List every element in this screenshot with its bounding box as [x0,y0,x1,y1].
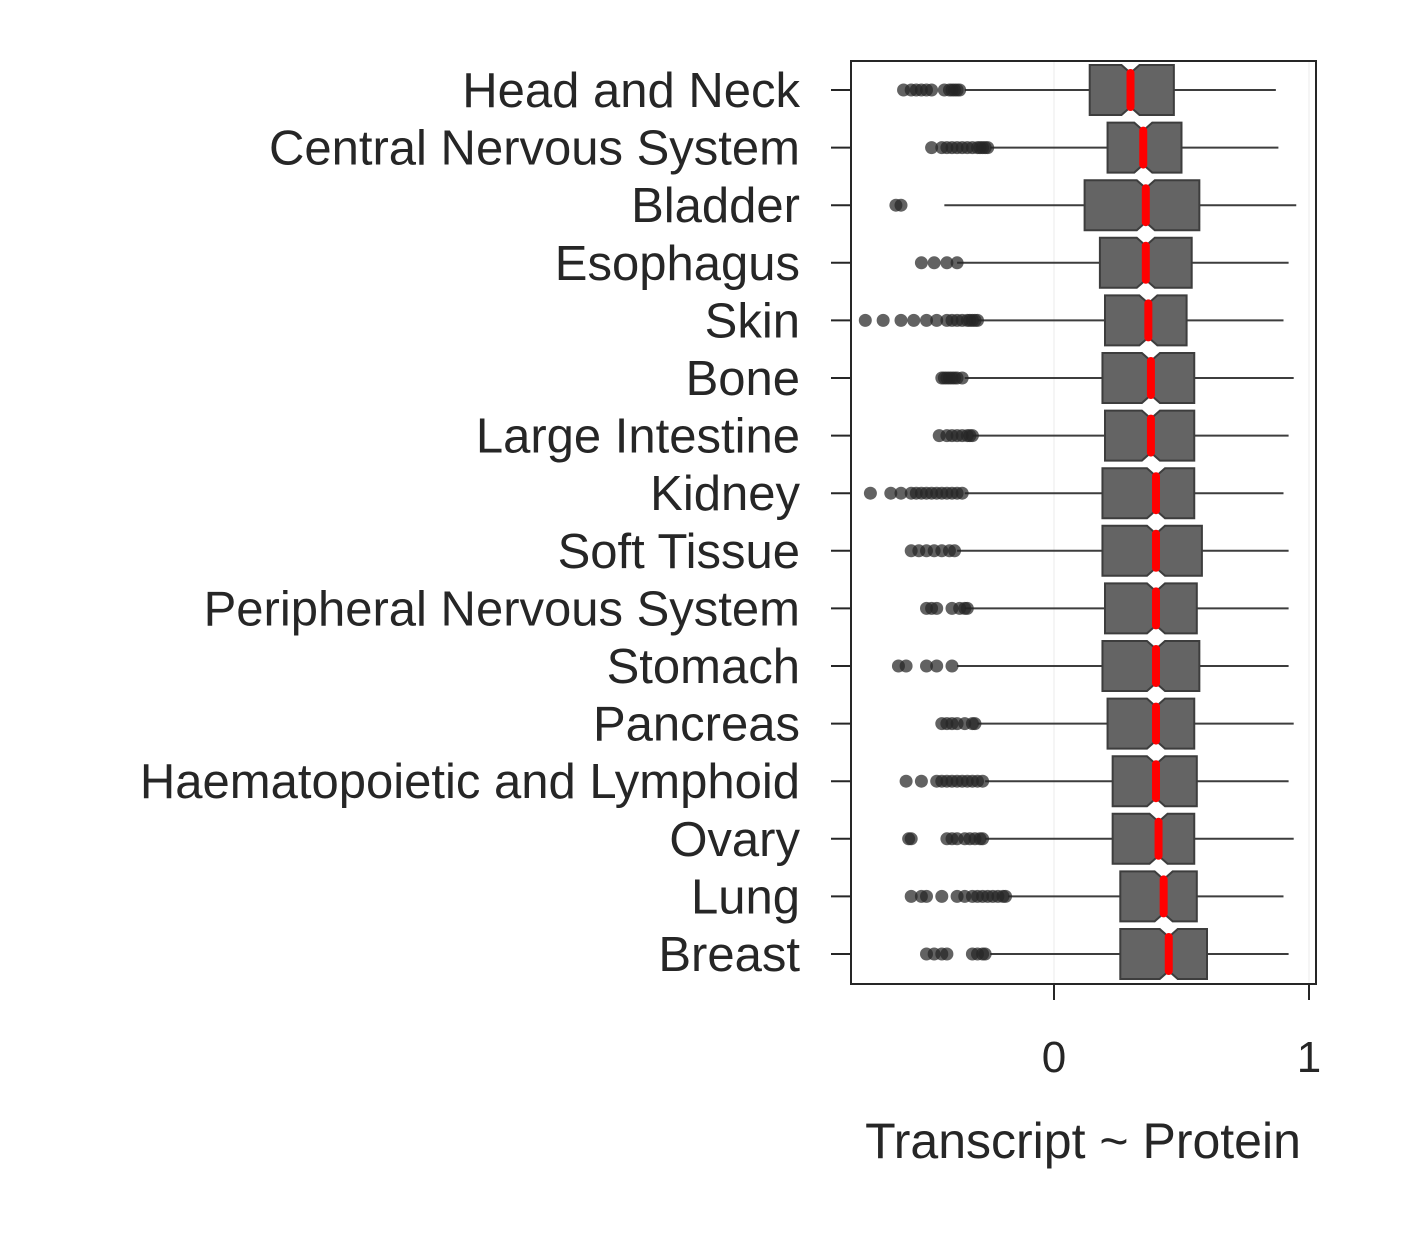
outlier-point [948,544,962,558]
box-body [1106,697,1196,750]
outlier-point [907,313,921,327]
outlier-point [976,774,990,788]
outlier-point [940,947,954,961]
box-row [935,697,1294,750]
outlier-point [930,601,944,615]
outlier-point [914,774,928,788]
y-tick-label: Haematopoietic and Lymphoid [140,755,800,809]
outlier-point [914,256,928,270]
outlier-point [904,832,918,846]
outlier-point [981,141,995,155]
box-row [889,179,1297,232]
box-row [925,121,1279,174]
outlier-point [884,486,898,500]
y-tick-label: Skin [705,294,800,348]
y-tick-label: Large Intestine [476,410,800,464]
outlier-point [899,774,913,788]
outlier-point [876,313,890,327]
grid-layer [1053,61,1310,984]
y-tick-label: Central Nervous System [269,122,800,176]
box-row [858,294,1284,347]
x-tick-label: 0 [1042,1033,1066,1082]
outlier-point [976,832,990,846]
outlier-point [968,717,982,731]
x-tick-label: 1 [1297,1033,1321,1082]
outlier-point [960,601,974,615]
box-body [1101,467,1196,520]
outlier-point [945,659,959,673]
outlier-point [999,889,1013,903]
y-tick-label: Esophagus [555,237,800,291]
box-body [1119,870,1198,923]
box-row [899,755,1289,808]
outlier-point [955,371,969,385]
plot-frame [850,60,1317,985]
outlier-point [863,486,877,500]
outlier-point [920,889,933,903]
outlier-point [935,889,949,903]
box-row [904,524,1289,577]
box-row [897,64,1276,116]
y-tick-label: Pancreas [593,698,800,752]
outlier-point [925,141,939,155]
box-row [932,409,1289,462]
box-layer [858,64,1297,980]
box-body [1119,928,1208,980]
box-body [1111,812,1196,865]
box-row [920,582,1289,635]
outlier-point [971,313,984,327]
box-row [914,236,1289,289]
outlier-point [978,947,992,961]
outlier-point [940,256,954,270]
outlier-point [955,486,969,500]
box-body [1101,640,1201,692]
y-tick-label: Ovary [669,813,800,867]
outlier-point [920,313,933,327]
box-row [863,467,1284,520]
box-row [904,870,1284,923]
outlier-point [858,313,872,327]
box-row [935,352,1294,404]
y-tick-label: Bone [686,352,800,406]
x-axis-label: Transcript ~ Protein [865,1113,1301,1169]
box-body [1104,582,1198,635]
outlier-point [965,429,979,443]
outlier-point [950,256,964,270]
outlier-point [925,83,939,97]
y-tick-label: Bladder [631,179,800,233]
box-row [902,812,1294,865]
outlier-point [930,659,944,673]
outlier-point [899,659,913,673]
y-tick-label: Breast [658,928,800,982]
y-tick-label: Lung [691,870,800,924]
box-row [920,928,1289,980]
outlier-point [953,83,967,97]
box-row [891,640,1289,692]
outlier-point [904,889,918,903]
y-tick-label: Peripheral Nervous System [204,582,800,636]
y-tick-label: Stomach [607,640,800,694]
outlier-point [894,486,908,500]
outlier-point [920,659,933,673]
outlier-point [930,313,944,327]
outlier-point [894,313,908,327]
y-tick-label: Head and Neck [462,64,800,118]
y-tick-label: Kidney [650,467,800,521]
outlier-point [927,256,941,270]
y-tick-label: Soft Tissue [558,525,800,579]
outlier-point [894,198,908,212]
